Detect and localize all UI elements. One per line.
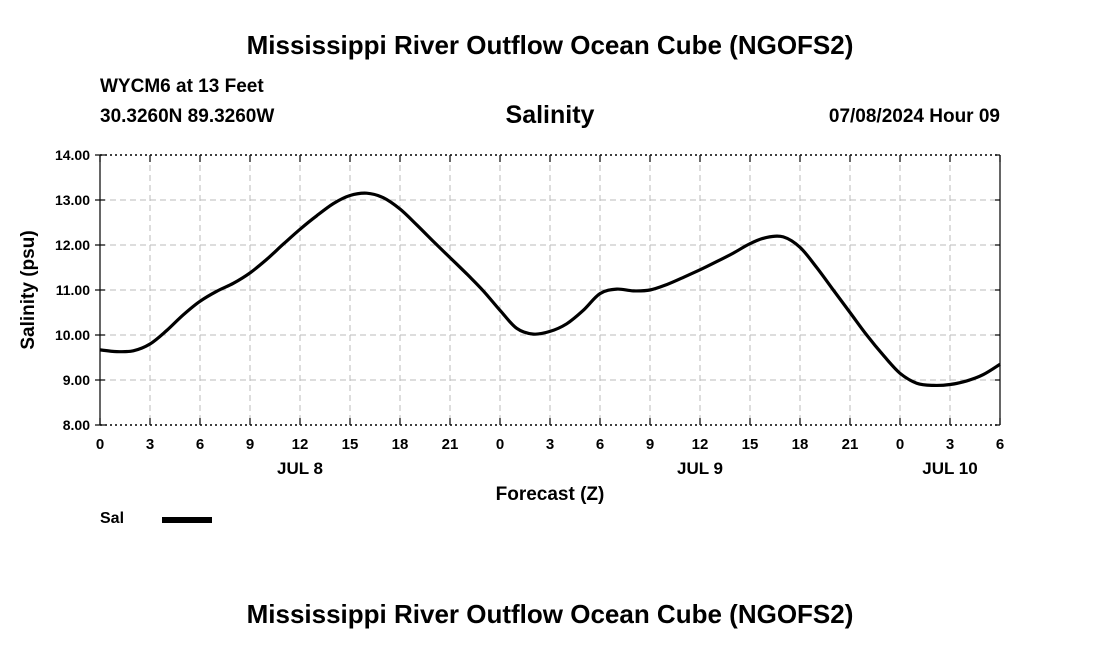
- day-label: JUL 9: [677, 459, 723, 478]
- y-tick-label: 8.00: [63, 417, 90, 433]
- y-tick-label: 13.00: [55, 192, 90, 208]
- y-axis-label: Salinity (psu): [18, 230, 39, 349]
- x-axis-label: Forecast (Z): [496, 484, 605, 505]
- x-tick-label: 21: [842, 436, 859, 453]
- x-tick-label: 15: [342, 436, 359, 453]
- x-tick-label: 12: [292, 436, 309, 453]
- chart-subtitle: Salinity: [505, 101, 595, 129]
- x-tick-label: 18: [392, 436, 409, 453]
- x-tick-label: 3: [946, 436, 954, 453]
- series-line-sal: [99, 191, 1001, 388]
- y-tick-label: 10.00: [55, 327, 90, 343]
- chart-main-title: Mississippi River Outflow Ocean Cube (NG…: [246, 30, 854, 60]
- day-label: JUL 8: [277, 459, 323, 478]
- x-tick-label: 18: [792, 436, 809, 453]
- coordinates-label: 30.3260N 89.3260W: [100, 106, 275, 127]
- footer-title: Mississippi River Outflow Ocean Cube (NG…: [246, 599, 854, 629]
- x-tick-label: 21: [442, 436, 459, 453]
- x-tick-label: 6: [596, 436, 604, 453]
- x-tick-label: 6: [996, 436, 1004, 453]
- x-tick-label: 9: [246, 436, 254, 453]
- legend-label: Sal: [100, 510, 125, 527]
- station-label: WYCM6 at 13 Feet: [100, 76, 264, 97]
- x-tick-label: 0: [96, 436, 104, 453]
- x-tick-label: 9: [646, 436, 654, 453]
- y-tick-label: 12.00: [55, 237, 90, 253]
- legend-swatch: [162, 517, 212, 523]
- day-label: JUL 10: [922, 459, 977, 478]
- x-tick-label: 6: [196, 436, 204, 453]
- x-tick-label: 0: [896, 436, 904, 453]
- x-tick-label: 3: [546, 436, 554, 453]
- forecast-datetime: 07/08/2024 Hour 09: [828, 106, 1000, 127]
- x-tick-label: 15: [742, 436, 759, 453]
- y-tick-label: 11.00: [56, 282, 90, 298]
- x-tick-label: 12: [692, 436, 709, 453]
- y-tick-label: 14.00: [55, 147, 90, 163]
- y-tick-label: 9.00: [63, 372, 90, 388]
- x-tick-label: 0: [496, 436, 504, 453]
- x-tick-label: 3: [146, 436, 154, 453]
